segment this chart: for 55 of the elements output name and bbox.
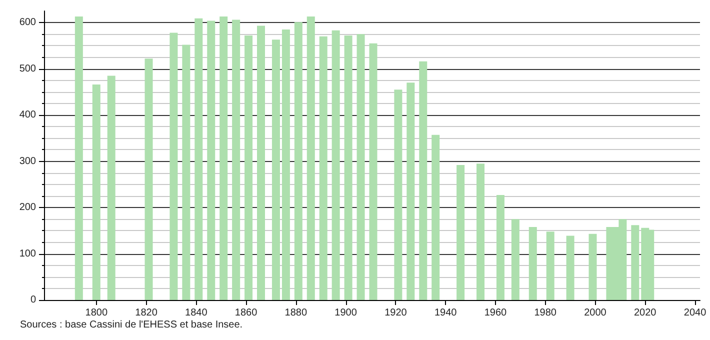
bar	[332, 30, 340, 300]
bar	[182, 44, 190, 300]
bar	[257, 26, 266, 300]
bar	[419, 61, 428, 300]
bar	[432, 134, 440, 300]
bar	[319, 36, 328, 300]
y-tick-label: 400	[19, 110, 36, 121]
x-tick-label: 1900	[334, 308, 358, 318]
bar	[194, 18, 203, 300]
bar	[107, 76, 116, 300]
x-tick-label: 1880	[284, 308, 308, 318]
bar	[207, 20, 216, 300]
bar	[476, 164, 484, 300]
bar	[511, 219, 520, 300]
bar	[406, 82, 415, 300]
bar	[244, 36, 253, 300]
x-tick-label: 1960	[484, 308, 508, 318]
y-tick-label: 600	[19, 17, 36, 28]
bar	[282, 29, 290, 300]
bar	[631, 225, 640, 300]
x-tick-label: 1860	[234, 308, 258, 318]
y-tick-label: 0	[30, 294, 36, 306]
x-tick-label: 2040	[684, 308, 707, 318]
bar	[294, 22, 302, 300]
bar	[272, 40, 280, 300]
bar	[456, 164, 465, 300]
x-tick-label: 1840	[185, 308, 208, 318]
bar	[496, 195, 504, 300]
bar	[356, 34, 365, 300]
bar	[306, 16, 315, 300]
bar	[74, 16, 83, 300]
bar	[344, 36, 352, 300]
source-note: Sources : base Cassini de l'EHESS et base Insee.	[20, 320, 243, 330]
bar	[144, 58, 153, 300]
x-tick-label: 1820	[135, 308, 158, 318]
bar	[528, 226, 537, 300]
bar	[394, 90, 402, 300]
bar	[92, 84, 100, 300]
bar	[566, 236, 574, 300]
x-tick-label: 1980	[534, 308, 557, 318]
y-tick-label: 200	[19, 202, 36, 214]
bar	[220, 16, 228, 300]
bar	[588, 234, 597, 300]
y-tick-label: 300	[19, 156, 36, 167]
bar	[369, 43, 378, 300]
x-tick-label: 2020	[634, 308, 657, 318]
y-tick-label: 500	[19, 63, 36, 74]
x-tick-label: 1940	[434, 308, 458, 318]
y-tick-label: 100	[19, 248, 36, 260]
x-tick-label: 1920	[384, 308, 408, 318]
bar	[170, 32, 178, 300]
bar	[232, 20, 240, 300]
x-tick-label: 1800	[85, 308, 108, 318]
bar	[546, 232, 554, 300]
x-tick-label: 2000	[584, 308, 607, 318]
